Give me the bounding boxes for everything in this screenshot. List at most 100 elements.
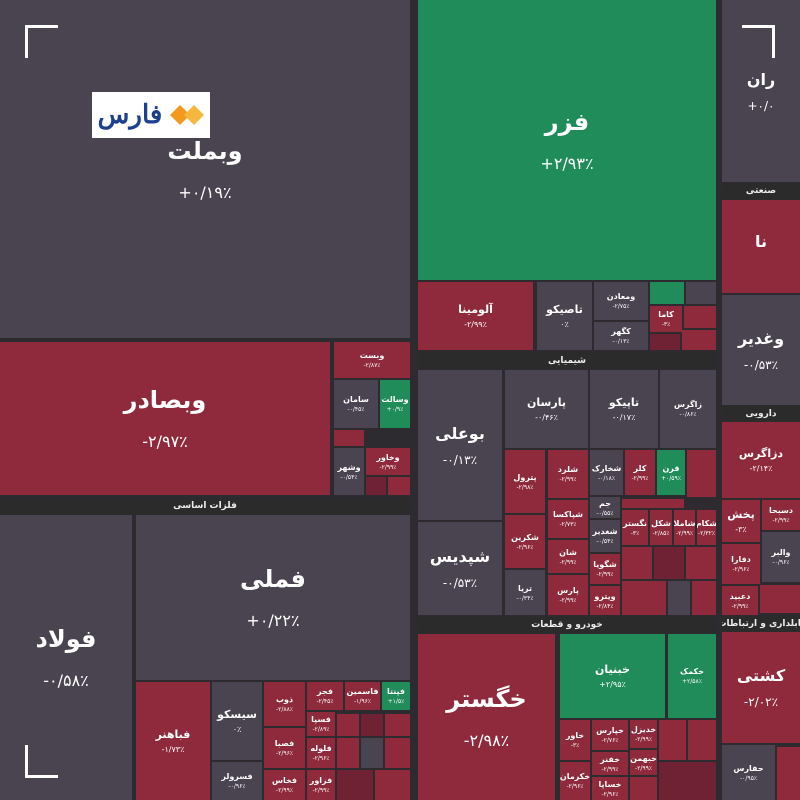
small-tile xyxy=(760,585,800,613)
tile-name: وشهر xyxy=(337,462,361,472)
small-tile xyxy=(687,450,716,497)
small-tile xyxy=(686,282,716,304)
tile: وخاور -۲/۹۹٪ xyxy=(366,448,410,475)
tile: فصبا -۲/۹۶٪ xyxy=(264,728,305,768)
tile: پخش -۳٪ xyxy=(722,500,760,542)
tile: خکمک +۲/۵۸٪ xyxy=(668,634,716,718)
tile: فسرولر -۰/۹۶٪ xyxy=(212,762,262,800)
tile-change: -۰/۵۴٪ xyxy=(340,473,358,481)
tile: ران +۰/۰ xyxy=(722,0,800,182)
tile: خاور -۳٪ xyxy=(560,720,590,760)
tile-change: -۰/۵۵٪ xyxy=(596,509,614,517)
tile: حفارس -۰/۹۵٪ xyxy=(722,745,775,800)
tile-name: دسبحا xyxy=(768,506,793,515)
tile-change: +۰/۱۹٪ xyxy=(178,182,232,202)
tile: سامان -۰/۴۵٪ xyxy=(334,380,378,428)
tile-name: زاگرس xyxy=(673,400,702,409)
tile: فزاور -۲/۹۹٪ xyxy=(307,770,335,800)
tile-change: +۲/۵۸٪ xyxy=(682,678,702,685)
tile-name: سامان xyxy=(343,395,369,404)
tile-change: -۲/۹۸٪ xyxy=(516,483,534,491)
tile: شکل -۲/۸۵٪ xyxy=(650,510,672,545)
tile-change: -۲/۹۹٪ xyxy=(559,597,577,604)
small-tile xyxy=(622,499,684,508)
tile: دسبحا -۲/۹۹٪ xyxy=(762,500,800,530)
tile: قرن +۰/۵۹٪ xyxy=(657,450,685,495)
tile-change: -۲/۹۶٪ xyxy=(275,750,294,757)
small-tile xyxy=(385,714,410,736)
tile-change: -۳٪ xyxy=(630,529,640,537)
tile-name: خگستر xyxy=(446,684,527,713)
tile: خبنیان +۲/۹۵٪ xyxy=(560,634,665,718)
tile-change: -۲/۹۶٪ xyxy=(516,543,534,551)
tile-change: +۰/۰ xyxy=(747,98,775,113)
tile: وغدیر -۰/۵۳٪ xyxy=(722,295,800,405)
tile: جم -۰/۵۵٪ xyxy=(590,497,620,518)
tile: پارسان -۰/۴۶٪ xyxy=(505,370,588,448)
tile: وبست -۲/۸۷٪ xyxy=(334,342,410,378)
tile: خکرمان -۲/۹۶٪ xyxy=(560,762,590,800)
small-tile xyxy=(682,330,716,350)
tile: دعبید -۲/۹۹٪ xyxy=(722,586,758,615)
tile-name: شکام xyxy=(697,518,716,528)
tile-change: -۰/۱۳٪ xyxy=(442,452,478,467)
tile: تاپیکو -۰/۱۷٪ xyxy=(590,370,658,448)
tile: شپاکسا -۲/۷۳٪ xyxy=(548,500,588,538)
tile-change: -۲/۹۶٪ xyxy=(601,790,619,798)
tile-change: +۲/۹۵٪ xyxy=(599,680,626,689)
section-header: تابلداری و ارتباطات xyxy=(722,616,800,631)
tile-change: -۲/۹۹٪ xyxy=(731,602,749,610)
tile-name: خپارس xyxy=(596,726,624,735)
tile-name: شان xyxy=(559,547,577,557)
tile-name: ران xyxy=(746,69,776,89)
tile-change: -۲/۹۹٪ xyxy=(675,529,694,537)
small-tile xyxy=(692,581,716,615)
tile-name: ویترو xyxy=(594,591,616,601)
tile-change: -۲/۰۲٪ xyxy=(743,695,779,709)
tile: خفنر -۲/۹۹٪ xyxy=(592,752,628,775)
tile-name: دزاگرس xyxy=(738,447,784,460)
section-header: صنعتی xyxy=(722,183,800,199)
tile-name: والبر xyxy=(771,548,791,557)
section-header: شیمیایی xyxy=(418,352,716,369)
tile: شلرد -۲/۹۹٪ xyxy=(548,450,588,498)
tile-name: وبصادر xyxy=(123,386,207,414)
tile-name: تاصیکو xyxy=(546,303,583,316)
tile-name: شاملا xyxy=(674,518,695,528)
tile-name: شگویا xyxy=(593,560,617,569)
tile-change: -۲/۹۶٪ xyxy=(732,566,750,573)
tile-name: شکرین xyxy=(511,532,539,542)
tile: شکرین -۲/۹۶٪ xyxy=(505,515,545,568)
tile: خگستر -۲/۹۸٪ xyxy=(418,634,555,800)
tile: خبهمن -۲/۹۹٪ xyxy=(630,750,657,775)
tile-change: -۰/۳۴٪ xyxy=(516,594,534,602)
small-tile xyxy=(688,720,716,760)
tile-change: -۲/۸۹٪ xyxy=(312,726,330,733)
tile: پارس -۲/۹۹٪ xyxy=(548,575,588,615)
tile-change: -۰/۵۴٪ xyxy=(596,538,614,545)
small-tile xyxy=(375,770,410,800)
tile-name: فسپا xyxy=(311,715,331,724)
tile-name: کاما xyxy=(658,310,674,319)
tile-name: وبملت xyxy=(167,136,243,165)
tile-name: تاپیکو xyxy=(608,396,640,409)
tile: شان -۲/۹۹٪ xyxy=(548,540,588,573)
tile-change: +۲/۹۳٪ xyxy=(540,153,594,173)
tile-change: -۲/۹۶٪ xyxy=(312,755,330,762)
tile-change: +۰/۲۲٪ xyxy=(246,611,300,630)
tile-change: -۲/۷۶٪ xyxy=(601,737,619,744)
tile: فخاس -۲/۹۹٪ xyxy=(264,770,305,800)
tile-name: شغدیر xyxy=(592,527,618,536)
tile: فملی +۰/۲۲٪ xyxy=(136,515,410,680)
tile-name: وبست xyxy=(359,351,385,360)
tile-change: -۰/۵۳٪ xyxy=(442,576,478,590)
tile-change: -۲/۸۴٪ xyxy=(596,602,614,610)
tile-name: خدیزل xyxy=(630,725,657,734)
tile-name: خکمک xyxy=(680,667,704,676)
tile-name: آلومینا xyxy=(458,303,493,316)
tile-name: شلرد xyxy=(557,465,579,474)
tile: فلوله -۲/۹۶٪ xyxy=(307,738,335,768)
tile: تریا -۰/۳۴٪ xyxy=(505,570,545,615)
tile: بوعلی -۰/۱۳٪ xyxy=(418,370,502,520)
